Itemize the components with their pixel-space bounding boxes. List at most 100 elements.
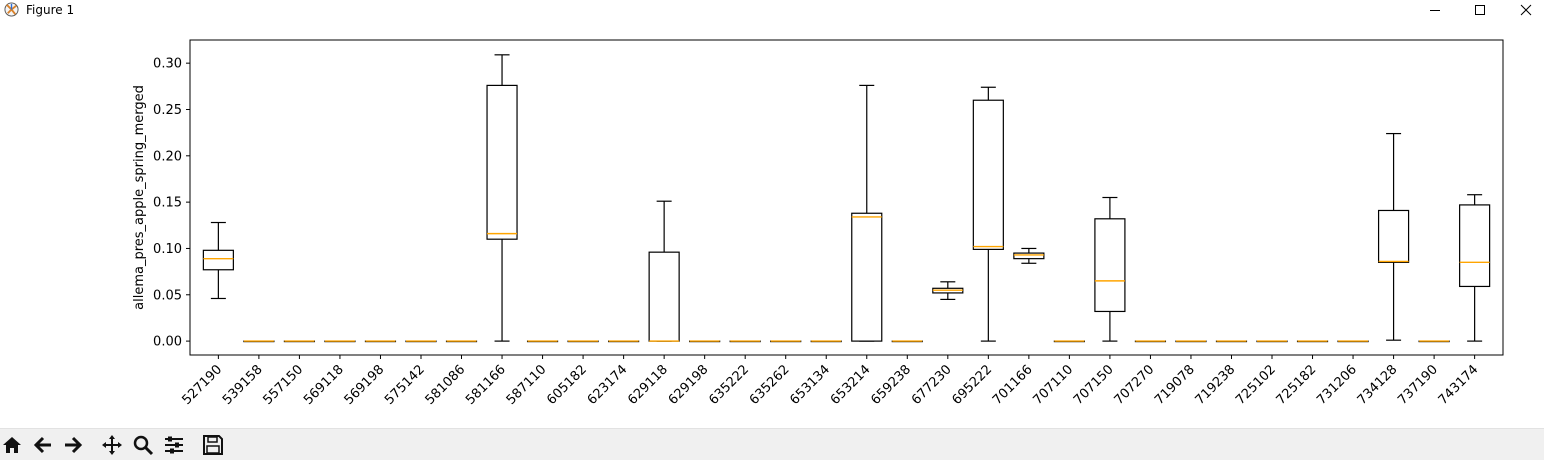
box-707270	[1134, 340, 1167, 343]
box-707150	[1094, 196, 1126, 342]
zoom-icon	[133, 435, 154, 456]
minimize-icon	[1430, 10, 1440, 11]
box-635262	[770, 340, 802, 343]
matplotlib-app-icon	[4, 2, 19, 17]
box-iqr	[1094, 218, 1126, 313]
configure-subplots-icon	[165, 436, 183, 454]
box-iqr	[202, 249, 234, 271]
box-701166	[1013, 247, 1045, 264]
box-659238	[891, 340, 923, 343]
configure-subplots-button[interactable]	[162, 434, 186, 456]
box-695222	[972, 86, 1004, 342]
x-tick-label: 695222	[949, 362, 995, 408]
box-635222	[729, 340, 761, 343]
box-569118	[324, 340, 356, 343]
box-725182	[1296, 340, 1329, 343]
box-653214	[851, 84, 883, 342]
minimize-button[interactable]	[1412, 0, 1458, 20]
zoom-button[interactable]	[131, 434, 155, 456]
y-tick-label: 0.05	[153, 288, 182, 303]
home-button[interactable]	[0, 434, 24, 456]
maximize-button[interactable]	[1457, 0, 1503, 20]
y-tick-label: 0.10	[153, 242, 182, 257]
box-527190	[202, 221, 234, 300]
axes-frame	[189, 39, 1504, 356]
forward-button[interactable]	[61, 434, 85, 456]
box-iqr	[1013, 252, 1045, 260]
back-arrow-icon	[33, 436, 51, 454]
back-button[interactable]	[31, 434, 55, 456]
home-icon	[3, 437, 21, 453]
title-bar: Figure 1	[0, 0, 1544, 20]
box-iqr	[648, 251, 680, 342]
x-tick-label: 587110	[504, 362, 550, 408]
x-tick-label: 635262	[747, 362, 793, 408]
box-725102	[1256, 340, 1288, 343]
save-icon	[203, 435, 223, 455]
box-iqr	[972, 99, 1004, 250]
y-axis-label: allema_pres_apple_spring_merged	[132, 85, 147, 310]
pan-button[interactable]	[100, 434, 124, 456]
box-605182	[567, 340, 599, 343]
box-539158	[243, 340, 275, 343]
x-tick-label: 653214	[828, 362, 874, 408]
box-587110	[526, 340, 559, 343]
box-629198	[689, 340, 721, 343]
x-tick-label: 725182	[1274, 362, 1320, 408]
x-tick-label: 725102	[1233, 362, 1279, 408]
x-tick-label: 635222	[706, 362, 752, 408]
box-653134	[810, 340, 842, 343]
box-iqr	[1377, 209, 1410, 263]
x-tick-label: 581166	[463, 362, 509, 408]
box-719078	[1175, 340, 1207, 343]
box-707110	[1053, 340, 1085, 343]
x-tick-label: 743174	[1436, 362, 1482, 408]
x-tick-label: 737190	[1395, 362, 1441, 408]
maximize-icon	[1475, 5, 1485, 15]
y-tick-label: 0.30	[153, 57, 182, 72]
box-575142	[405, 340, 437, 343]
box-581166	[486, 54, 518, 342]
forward-arrow-icon	[65, 436, 83, 454]
box-737190	[1418, 340, 1450, 343]
box-iqr	[486, 84, 518, 240]
x-tick-label: 581086	[423, 362, 469, 408]
x-tick-label: 557150	[261, 362, 307, 408]
x-tick-label: 605182	[544, 362, 590, 408]
box-623174	[608, 340, 640, 343]
x-tick-label: 527190	[179, 362, 225, 408]
close-icon	[1520, 4, 1532, 16]
x-tick-label: 569118	[301, 362, 347, 408]
x-tick-label: 629198	[666, 362, 712, 408]
x-tick-label: 629118	[625, 362, 671, 408]
box-581086	[445, 340, 478, 343]
box-plot: allema_pres_apple_spring_merged 0.00 0.05…	[132, 39, 1504, 408]
box-731206	[1337, 340, 1369, 343]
y-tick-label: 0.20	[153, 149, 182, 164]
x-tick-label: 707110	[1031, 362, 1077, 408]
box-719238	[1215, 340, 1248, 343]
x-tick-label: 659238	[868, 362, 914, 408]
box-734128	[1377, 132, 1410, 341]
box-iqr	[851, 212, 883, 342]
x-tick-label: 539158	[220, 362, 266, 408]
x-tick-label: 707270	[1112, 362, 1158, 408]
box-629118	[648, 200, 680, 342]
box-iqr	[1459, 204, 1491, 288]
box-743174	[1459, 194, 1491, 342]
x-tick-label: 575142	[382, 362, 428, 408]
x-tick-label: 569198	[342, 362, 388, 408]
box-557150	[283, 340, 316, 343]
close-button[interactable]	[1503, 0, 1544, 20]
navigation-toolbar	[0, 428, 1544, 460]
x-tick-label: 734128	[1355, 362, 1401, 408]
y-tick-label: 0.15	[153, 196, 182, 211]
pan-icon	[102, 435, 122, 455]
box-677230	[932, 281, 964, 301]
x-tick-label: 731206	[1314, 362, 1360, 408]
window-title: Figure 1	[26, 3, 75, 17]
save-button[interactable]	[201, 434, 225, 456]
x-tick-label: 677230	[909, 362, 955, 408]
x-tick-label: 707150	[1071, 362, 1117, 408]
x-tick-label: 701166	[990, 362, 1036, 408]
